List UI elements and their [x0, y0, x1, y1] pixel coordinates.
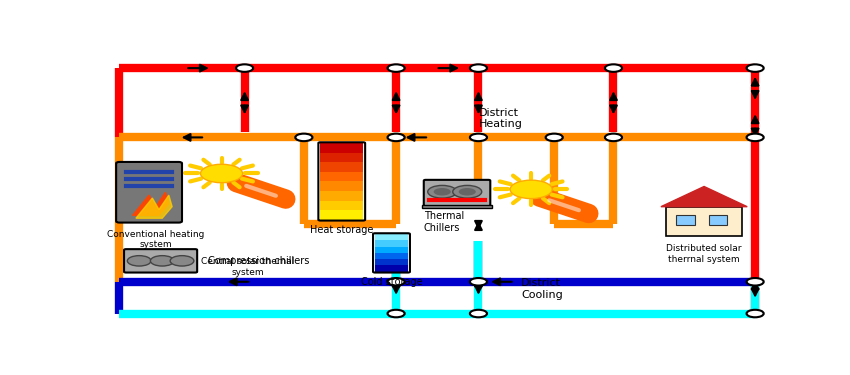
FancyBboxPatch shape	[320, 191, 363, 201]
Circle shape	[470, 134, 487, 141]
Circle shape	[453, 185, 482, 198]
Text: District
Heating: District Heating	[479, 108, 522, 129]
Circle shape	[605, 134, 622, 141]
FancyBboxPatch shape	[424, 180, 490, 206]
Circle shape	[388, 310, 405, 317]
FancyBboxPatch shape	[676, 215, 694, 225]
Polygon shape	[661, 186, 747, 207]
Circle shape	[388, 134, 405, 141]
FancyBboxPatch shape	[320, 162, 363, 172]
Circle shape	[546, 134, 563, 141]
Circle shape	[605, 64, 622, 72]
Circle shape	[746, 134, 763, 141]
FancyBboxPatch shape	[320, 210, 363, 220]
Circle shape	[459, 188, 476, 195]
Polygon shape	[133, 192, 169, 215]
Circle shape	[236, 64, 253, 72]
Circle shape	[295, 134, 313, 141]
Text: Conventional heating
system: Conventional heating system	[107, 230, 204, 249]
Circle shape	[746, 310, 763, 317]
FancyBboxPatch shape	[422, 205, 491, 208]
FancyBboxPatch shape	[320, 201, 363, 210]
FancyBboxPatch shape	[320, 153, 363, 162]
Text: District
Cooling: District Cooling	[521, 278, 563, 300]
FancyBboxPatch shape	[124, 249, 197, 273]
Circle shape	[428, 185, 456, 198]
FancyBboxPatch shape	[375, 253, 408, 259]
FancyBboxPatch shape	[375, 266, 408, 272]
Text: Heat storage: Heat storage	[310, 225, 374, 236]
Text: Central solar thernal
system: Central solar thernal system	[201, 257, 295, 277]
Circle shape	[434, 188, 450, 195]
Circle shape	[150, 256, 174, 266]
Circle shape	[388, 278, 405, 285]
FancyBboxPatch shape	[375, 259, 408, 266]
FancyBboxPatch shape	[375, 240, 408, 247]
Circle shape	[470, 64, 487, 72]
Circle shape	[170, 256, 194, 266]
Text: Distributed solar
therrnal system: Distributed solar therrnal system	[666, 244, 741, 264]
FancyBboxPatch shape	[116, 162, 182, 223]
Text: Compression chillers: Compression chillers	[208, 256, 309, 266]
Circle shape	[470, 310, 487, 317]
FancyBboxPatch shape	[666, 207, 742, 236]
FancyBboxPatch shape	[320, 143, 363, 153]
Circle shape	[388, 64, 405, 72]
Circle shape	[746, 278, 763, 285]
Text: Cold storage: Cold storage	[360, 278, 422, 288]
FancyBboxPatch shape	[320, 172, 363, 182]
Circle shape	[510, 180, 552, 199]
Text: Thermal
Chillers: Thermal Chillers	[424, 211, 464, 232]
FancyBboxPatch shape	[320, 182, 363, 191]
Circle shape	[470, 278, 487, 285]
Polygon shape	[136, 195, 172, 218]
Circle shape	[201, 164, 242, 183]
FancyBboxPatch shape	[375, 234, 408, 240]
Circle shape	[746, 64, 763, 72]
Circle shape	[128, 256, 151, 266]
FancyBboxPatch shape	[709, 215, 728, 225]
FancyBboxPatch shape	[375, 247, 408, 253]
